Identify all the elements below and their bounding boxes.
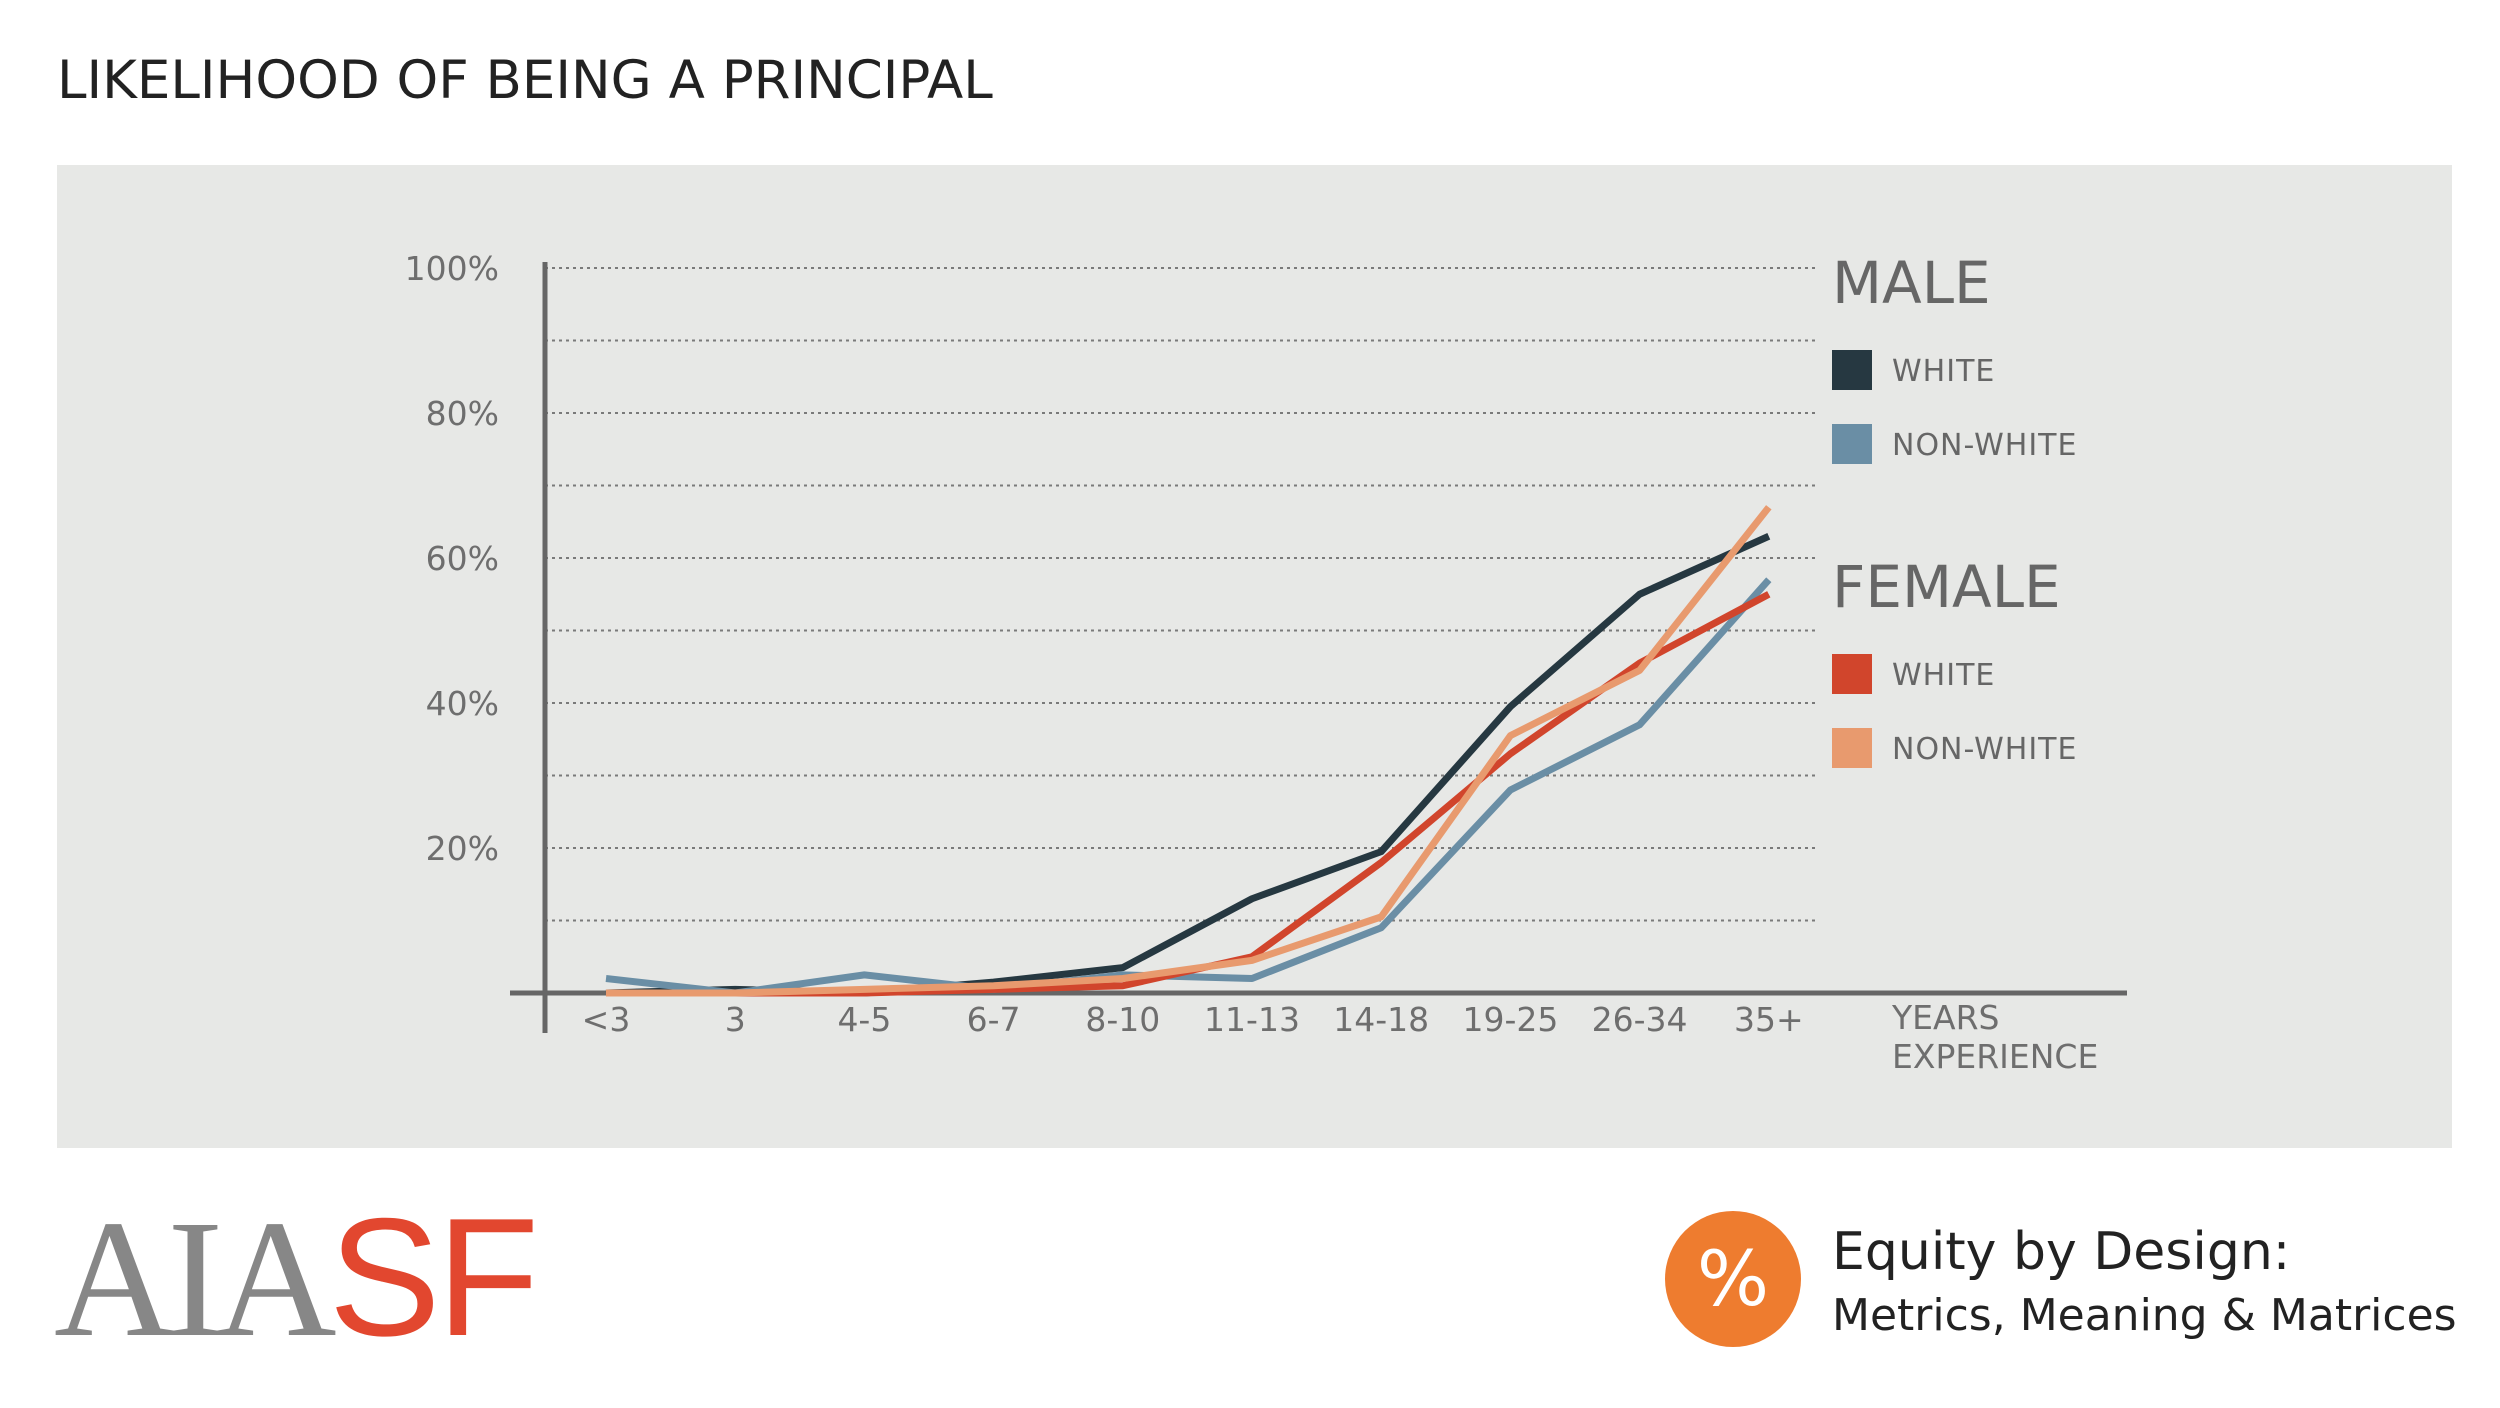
y-tick-label: 100% bbox=[405, 249, 499, 288]
x-tick-labels: <3 3 4-5 6-7 8-10 11-13 14-18 19-25 26-34 35+ bbox=[582, 1000, 1804, 1039]
legend-group-title: FEMALE bbox=[1832, 553, 2061, 621]
tagline-subtitle: Metrics, Meaning & Matrices bbox=[1832, 1290, 2457, 1341]
x-tick-label: 26-34 bbox=[1592, 1000, 1688, 1039]
legend-item-label: NON-WHITE bbox=[1892, 428, 2077, 463]
y-tick-label: 40% bbox=[426, 684, 499, 723]
x-tick-label: 35+ bbox=[1734, 1000, 1804, 1039]
aiasf-logo: AIASF bbox=[54, 1193, 539, 1363]
x-tick-label: 8-10 bbox=[1085, 1000, 1160, 1039]
x-tick-label: 4-5 bbox=[837, 1000, 891, 1039]
y-tick-label: 60% bbox=[426, 539, 499, 578]
y-tick-labels: 20% 40% 60% 80% 100% bbox=[405, 249, 499, 868]
x-tick-label: 19-25 bbox=[1462, 1000, 1558, 1039]
legend-swatch bbox=[1832, 350, 1872, 390]
legend-item-label: WHITE bbox=[1892, 658, 1995, 693]
x-axis-label: YEARS EXPERIENCE bbox=[1891, 998, 2098, 1076]
tagline-title: Equity by Design: bbox=[1832, 1222, 2291, 1282]
legend-swatch bbox=[1832, 728, 1872, 768]
series-line-male-non-white bbox=[605, 577, 1772, 997]
y-tick-label: 20% bbox=[426, 829, 499, 868]
series-line-male-white bbox=[605, 533, 1771, 997]
x-tick-label: <3 bbox=[582, 1000, 631, 1039]
x-tick-label: 11-13 bbox=[1204, 1000, 1300, 1039]
series-line-female-non-white bbox=[606, 505, 1772, 997]
legend-group-title: MALE bbox=[1832, 249, 1991, 317]
axes bbox=[510, 262, 2127, 1033]
legend-item-label: NON-WHITE bbox=[1892, 732, 2077, 767]
line-chart: 20% 40% 60% 80% 100% <3 3 4-5 6-7 8-10 11-13 14-18… bbox=[405, 249, 2127, 1076]
series-lines bbox=[605, 505, 1772, 997]
logo-aia-text: AIA bbox=[54, 1186, 337, 1372]
x-tick-label: 6-7 bbox=[967, 1000, 1021, 1039]
legend-item-label: WHITE bbox=[1892, 354, 1995, 389]
page-title: LIKELIHOOD OF BEING A PRINCIPAL bbox=[57, 50, 993, 111]
y-tick-label: 80% bbox=[426, 394, 499, 433]
logo-sf-text: SF bbox=[328, 1183, 540, 1371]
x-axis-label-line2: EXPERIENCE bbox=[1892, 1037, 2098, 1076]
legend-swatch bbox=[1832, 654, 1872, 694]
chart-panel: 20% 40% 60% 80% 100% <3 3 4-5 6-7 8-10 11-13 14-18… bbox=[57, 165, 2452, 1148]
x-tick-label: 3 bbox=[725, 1000, 746, 1039]
legend-swatch bbox=[1832, 424, 1872, 464]
x-tick-label: 14-18 bbox=[1333, 1000, 1429, 1039]
x-axis-label-line1: YEARS bbox=[1891, 998, 1999, 1037]
legend: MALE WHITE NON-WHITE FEMALE WHITE NON-WHITE bbox=[1832, 249, 2077, 768]
gridlines bbox=[545, 267, 1819, 922]
percent-badge-icon: % bbox=[1665, 1211, 1801, 1347]
